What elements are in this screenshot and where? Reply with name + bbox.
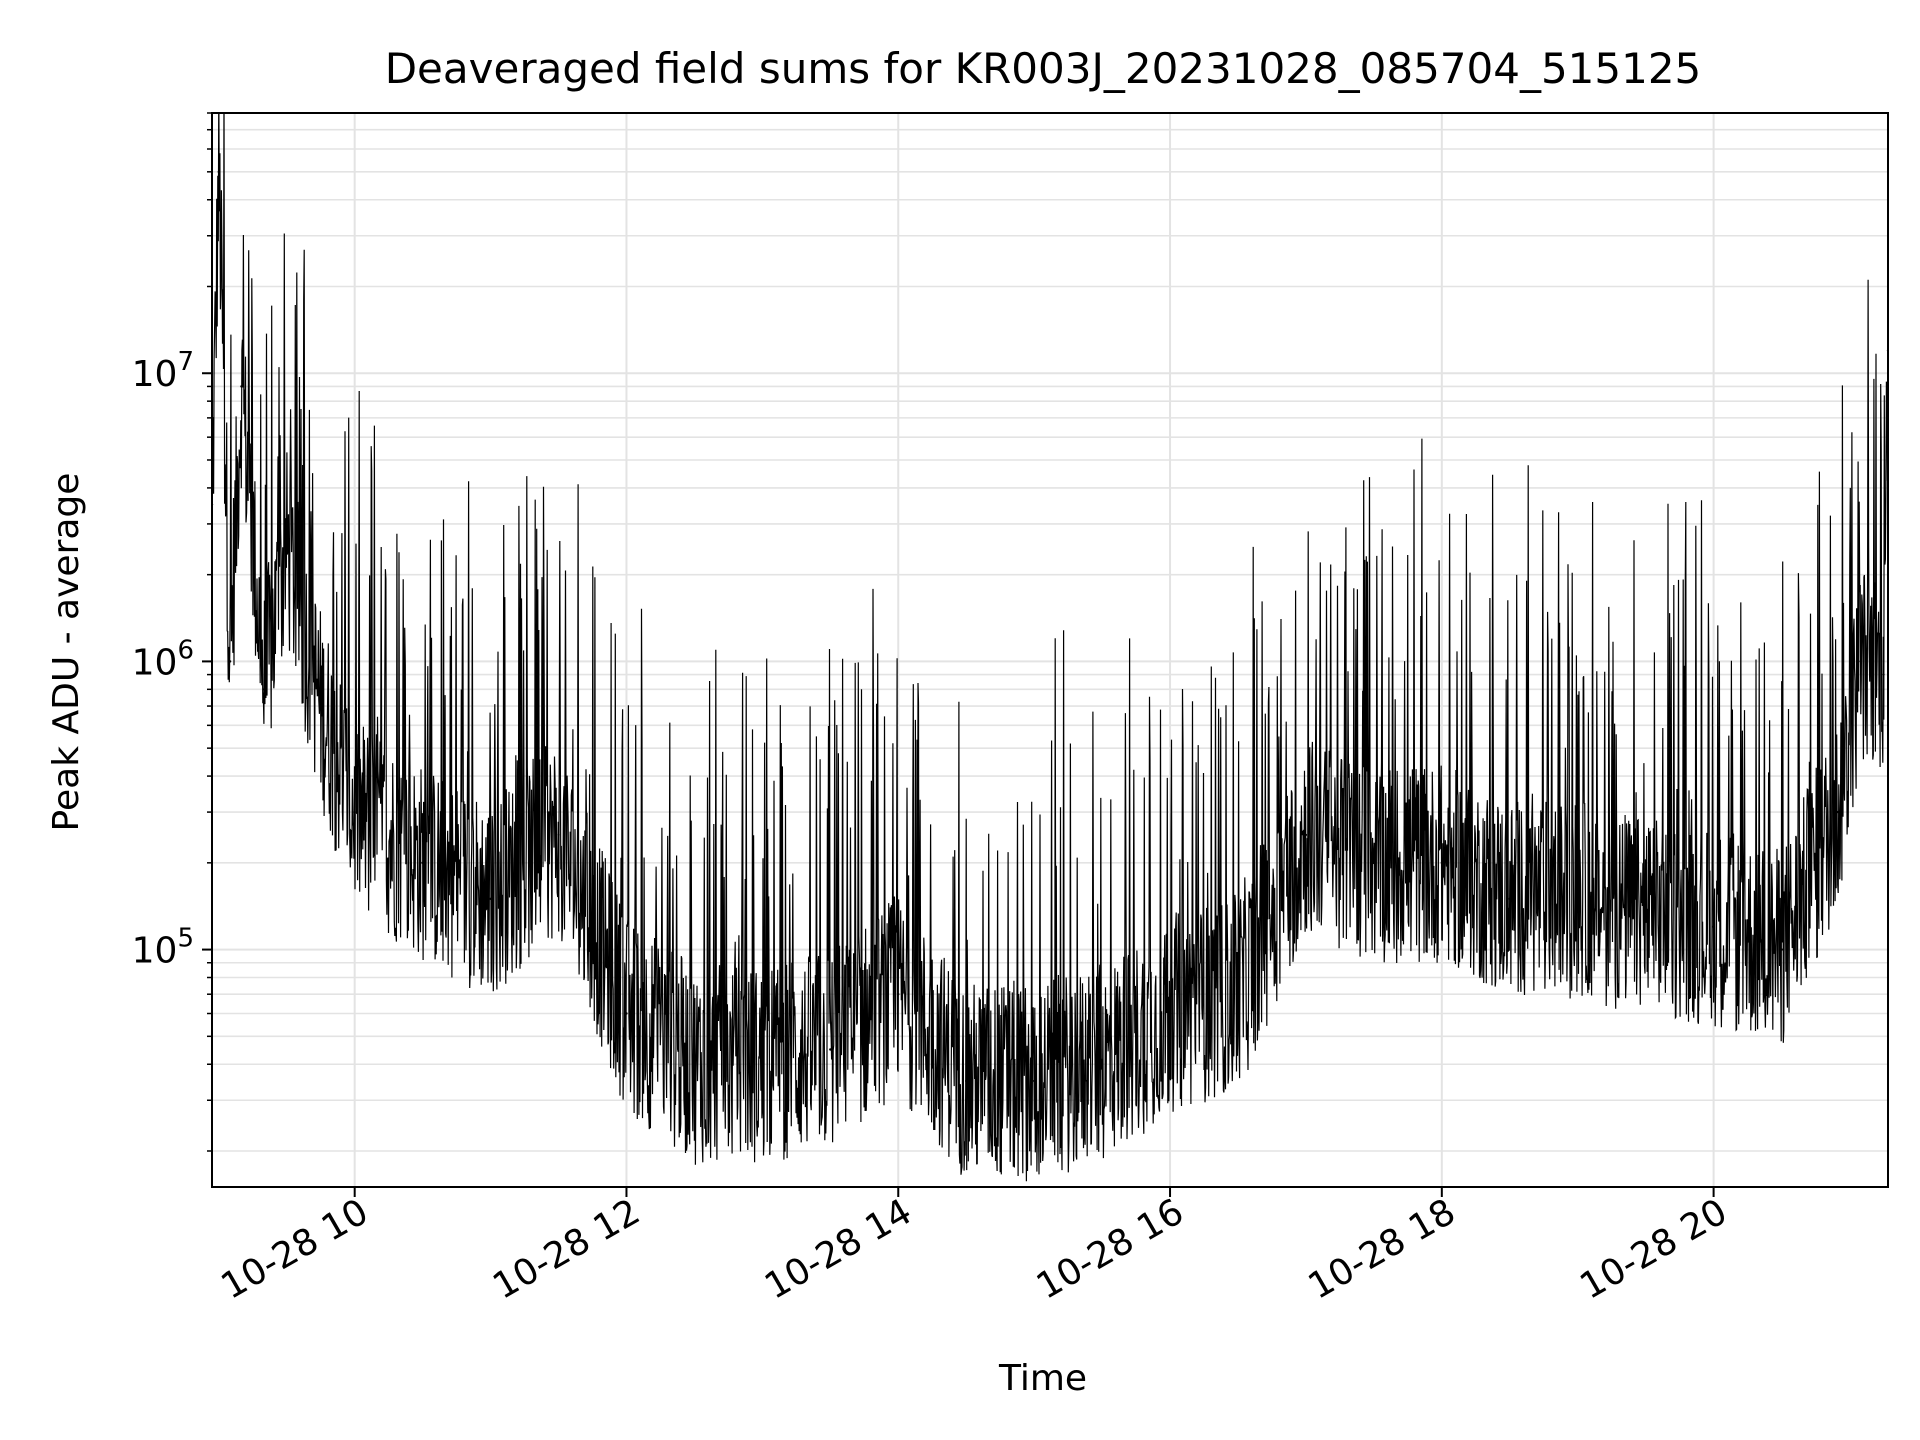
y-tick-label-base: 10: [132, 642, 178, 683]
y-tick-label-base: 10: [132, 931, 178, 972]
series-point: [829, 1048, 832, 1051]
series-point: [965, 1079, 968, 1083]
series-point: [1440, 861, 1444, 865]
y-tick-label: 107: [132, 347, 194, 395]
series-point: [489, 897, 492, 901]
series-point: [262, 688, 266, 691]
series-point: [1859, 660, 1863, 663]
series-point: [1100, 1063, 1104, 1066]
series-point: [1304, 833, 1308, 837]
series-point: [353, 810, 356, 814]
series-point: [761, 1063, 764, 1066]
series-point: [693, 1063, 696, 1066]
series-point: [1882, 673, 1885, 676]
series-point: [240, 385, 243, 388]
series-point: [319, 704, 322, 708]
chart-title: Deaveraged field sums for KR003J_2023102…: [385, 44, 1702, 93]
series-point: [1168, 1012, 1172, 1015]
y-tick-label-exponent: 6: [177, 635, 194, 665]
y-tick-label: 105: [132, 924, 194, 972]
x-axis-label: Time: [998, 1358, 1087, 1399]
series-point: [1836, 810, 1840, 814]
y-tick-label-exponent: 7: [177, 347, 194, 377]
series-point: [421, 861, 424, 865]
series-point: [217, 170, 220, 174]
series-point: [285, 545, 288, 548]
series-point: [1372, 861, 1376, 865]
y-tick-label-exponent: 5: [177, 924, 194, 954]
series-line: [212, 113, 1888, 1182]
series-point: [1780, 948, 1783, 951]
y-tick-label-base: 10: [132, 354, 178, 395]
series-point: [1644, 915, 1647, 918]
series-point: [228, 660, 232, 663]
series-point: [625, 1012, 628, 1015]
series-point: [1576, 897, 1579, 901]
series-point: [897, 993, 900, 996]
series-point: [1032, 1079, 1036, 1083]
series-point: [557, 833, 560, 837]
series-point: [1508, 897, 1511, 901]
series-point: [1236, 993, 1240, 996]
series-point: [1712, 925, 1715, 928]
y-axis-label: Peak ADU - average: [46, 473, 87, 832]
y-tick-label: 106: [132, 635, 194, 683]
plot-area-frame: [211, 112, 1889, 1188]
